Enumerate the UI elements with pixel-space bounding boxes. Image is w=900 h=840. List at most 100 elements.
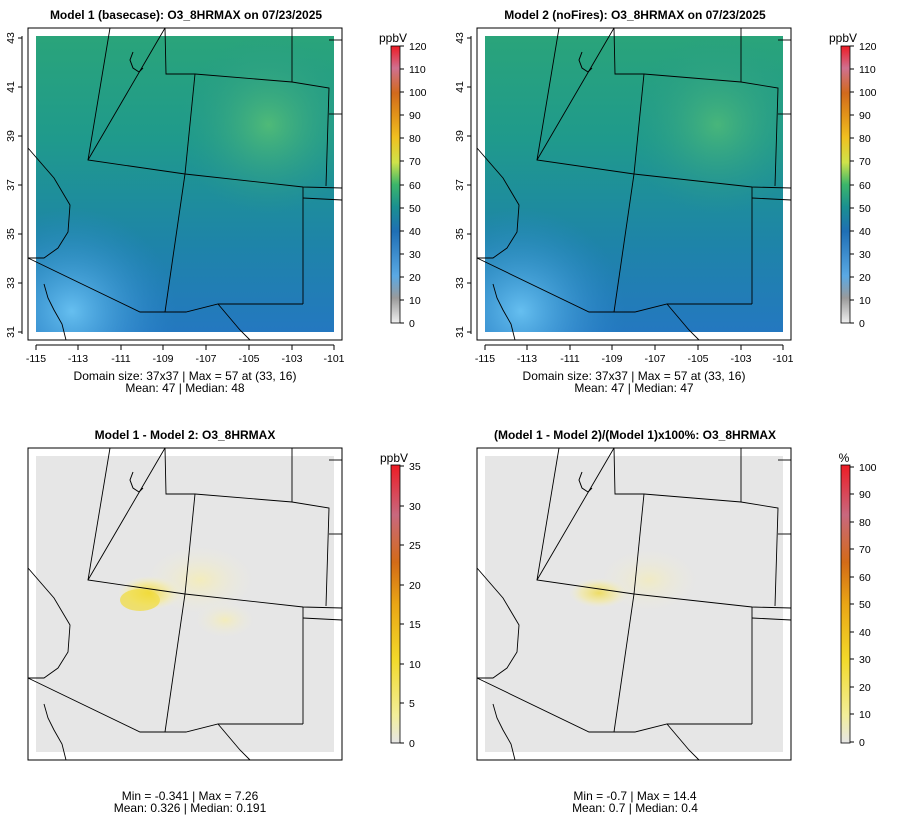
colorbar-tick: 100 (859, 87, 877, 99)
colorbar-tick: 0 (859, 318, 865, 330)
colorbar-tick: 20 (409, 580, 421, 592)
panel-1-x-axis: -115 -113 -111 -109 -107 -105 -103 -101 (26, 344, 345, 365)
coastline (492, 703, 516, 761)
x-tick: -111 (560, 353, 580, 365)
y-tick: 41 (5, 81, 17, 93)
colorbar-tick: 60 (409, 180, 421, 192)
panel-1-colorbar: ppbV 120 110 100 90 80 70 60 50 40 (379, 31, 427, 330)
colorbar-tick: 15 (409, 619, 421, 631)
caption-line-1: Min = -0.7 | Max = 14.4 (573, 789, 697, 803)
map-frame (476, 27, 792, 341)
x-tick: -103 (730, 353, 751, 365)
panel-2-y-axis: 43 41 39 37 35 33 31 (454, 32, 472, 338)
colorbar-tick: 120 (409, 41, 427, 53)
caption-line-1: Domain size: 37x37 | Max = 57 at (33, 16… (523, 369, 746, 383)
panel-4-colorbar: % 100 90 80 70 60 50 40 30 20 10 (839, 451, 877, 749)
y-tick: 35 (5, 228, 17, 240)
colorbar (390, 45, 401, 324)
colorbar-tick: 20 (859, 682, 871, 694)
panel-2-map (476, 27, 792, 341)
coastline (492, 283, 516, 341)
great-salt-lake (129, 51, 144, 73)
colorbar-tick: 80 (859, 133, 871, 145)
state-boundaries (476, 447, 792, 761)
y-tick: 31 (454, 326, 466, 338)
x-tick: -105 (687, 353, 708, 365)
colorbar-tick: 20 (859, 272, 871, 284)
caption-line-2: Mean: 47 | Median: 47 (574, 381, 694, 395)
colorbar-tick: 40 (409, 226, 421, 238)
y-tick: 43 (454, 32, 466, 44)
coastline (43, 703, 67, 761)
panel-4-map (476, 447, 792, 761)
colorbar-tick: 30 (409, 249, 421, 261)
colorbar-tick: 5 (409, 698, 415, 710)
colorbar-tick: 10 (409, 295, 421, 307)
colorbar (840, 45, 851, 324)
colorbar-tick: 120 (859, 41, 877, 53)
colorbar (390, 464, 401, 744)
caption-line-1: Domain size: 37x37 | Max = 57 at (33, 16… (74, 369, 297, 383)
x-tick: -111 (111, 353, 131, 365)
panel-3-map (27, 447, 343, 761)
great-salt-lake (129, 471, 144, 493)
colorbar-unit: ppbV (380, 451, 408, 465)
colorbar-tick: 110 (859, 64, 876, 76)
x-tick: -103 (281, 353, 302, 365)
colorbar-tick: 0 (409, 738, 415, 750)
state-boundaries (476, 27, 792, 341)
panel-2-x-axis: -115 -113 -111 -109 -107 -105 -103 -101 (475, 344, 794, 365)
panel-1-map (27, 27, 343, 341)
panel-1-y-axis: 43 41 39 37 35 33 31 (5, 32, 23, 338)
x-tick: -115 (475, 353, 495, 365)
state-boundaries (27, 447, 343, 761)
colorbar-tick: 70 (859, 544, 871, 556)
colorbar-tick: 30 (859, 654, 871, 666)
panel-1: Model 1 (basecase): O3_8HRMAX on 07/23/2… (5, 8, 427, 395)
panel-2-colorbar: ppbV 120 110 100 90 80 70 60 50 40 (829, 31, 877, 330)
panel-3-title: Model 1 - Model 2: O3_8HRMAX (95, 428, 276, 442)
colorbar-tick: 35 (409, 461, 421, 473)
colorbar-tick: 80 (859, 517, 871, 529)
colorbar-tick: 30 (859, 249, 871, 261)
colorbar-tick: 10 (409, 659, 421, 671)
map-frame (476, 447, 792, 761)
caption-line-1: Min = -0.341 | Max = 7.26 (122, 789, 259, 803)
y-tick: 43 (5, 32, 17, 44)
map-frame (27, 27, 343, 341)
colorbar (840, 464, 851, 744)
x-tick: -107 (195, 353, 216, 365)
colorbar-tick: 0 (859, 737, 865, 749)
y-tick: 33 (5, 277, 17, 289)
x-tick: -109 (152, 353, 173, 365)
x-tick: -109 (601, 353, 622, 365)
colorbar-tick: 40 (859, 627, 871, 639)
map-frame (27, 447, 343, 761)
colorbar-unit: ppbV (829, 31, 857, 45)
caption-line-2: Mean: 47 | Median: 48 (125, 381, 245, 395)
y-tick: 35 (454, 228, 466, 240)
caption-line-2: Mean: 0.326 | Median: 0.191 (114, 801, 267, 815)
x-tick: -101 (323, 353, 344, 365)
y-tick: 31 (5, 326, 17, 338)
colorbar-tick: 100 (409, 87, 427, 99)
great-salt-lake (578, 471, 593, 493)
panel-2-title: Model 2 (noFires): O3_8HRMAX on 07/23/20… (504, 8, 766, 22)
colorbar-tick: 110 (409, 64, 426, 76)
y-tick: 37 (5, 179, 17, 191)
colorbar-tick: 50 (409, 203, 421, 215)
colorbar-unit: ppbV (379, 31, 407, 45)
colorbar-tick: 50 (859, 599, 871, 611)
colorbar-tick: 30 (409, 501, 421, 513)
colorbar-tick: 40 (859, 226, 871, 238)
panel-4: (Model 1 - Model 2)/(Model 1)x100%: O3_8… (476, 428, 877, 815)
x-tick: -113 (517, 353, 537, 365)
state-boundaries (27, 27, 343, 341)
great-salt-lake (578, 51, 593, 73)
colorbar-tick: 0 (409, 318, 415, 330)
x-tick: -107 (644, 353, 665, 365)
y-tick: 33 (454, 277, 466, 289)
y-tick: 39 (5, 130, 17, 142)
colorbar-tick: 80 (409, 133, 421, 145)
